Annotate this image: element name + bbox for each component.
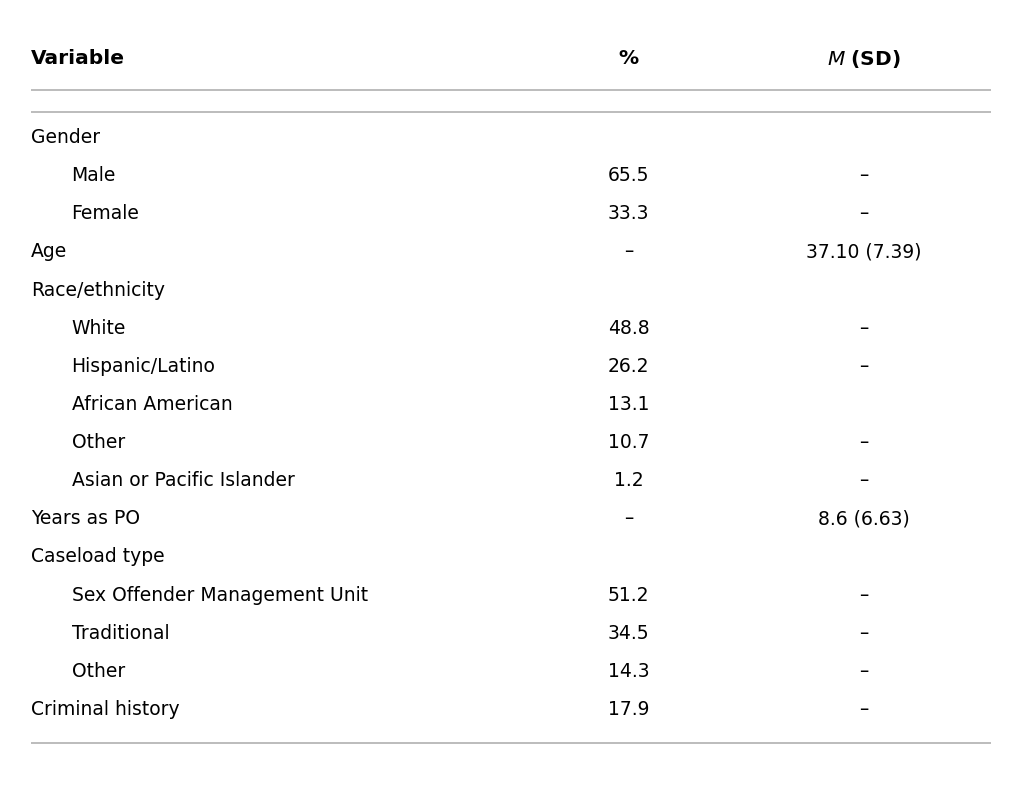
Text: –: – — [623, 242, 634, 262]
Text: Years as PO: Years as PO — [31, 509, 140, 528]
Text: Traditional: Traditional — [72, 623, 170, 643]
Text: –: – — [858, 586, 869, 604]
Text: %: % — [618, 50, 639, 68]
Text: Variable: Variable — [31, 50, 125, 68]
Text: White: White — [72, 318, 126, 338]
Text: Other: Other — [72, 433, 125, 452]
Text: –: – — [858, 204, 869, 223]
Text: –: – — [858, 471, 869, 490]
Text: Age: Age — [31, 242, 66, 262]
Text: –: – — [858, 623, 869, 643]
Text: 10.7: 10.7 — [608, 433, 649, 452]
Text: Male: Male — [72, 166, 115, 185]
Text: –: – — [858, 662, 869, 681]
Text: 51.2: 51.2 — [608, 586, 649, 604]
Text: Sex Offender Management Unit: Sex Offender Management Unit — [72, 586, 368, 604]
Text: –: – — [858, 357, 869, 376]
Text: 65.5: 65.5 — [608, 166, 649, 185]
Text: Criminal history: Criminal history — [31, 700, 179, 719]
Text: 34.5: 34.5 — [608, 623, 649, 643]
Text: 8.6 (6.63): 8.6 (6.63) — [818, 509, 910, 528]
Text: Female: Female — [72, 204, 139, 223]
Text: Caseload type: Caseload type — [31, 547, 165, 567]
Text: Other: Other — [72, 662, 125, 681]
Text: 26.2: 26.2 — [608, 357, 649, 376]
Text: 37.10 (7.39): 37.10 (7.39) — [805, 242, 922, 262]
Text: –: – — [858, 318, 869, 338]
Text: 17.9: 17.9 — [608, 700, 649, 719]
Text: 48.8: 48.8 — [608, 318, 649, 338]
Text: Race/ethnicity: Race/ethnicity — [31, 281, 165, 299]
Text: $\mathbf{\mathit{M}}$ $\mathbf{(SD)}$: $\mathbf{\mathit{M}}$ $\mathbf{(SD)}$ — [827, 48, 900, 70]
Text: African American: African American — [72, 395, 232, 414]
Text: 33.3: 33.3 — [608, 204, 649, 223]
Text: 13.1: 13.1 — [608, 395, 649, 414]
Text: 14.3: 14.3 — [608, 662, 649, 681]
Text: 1.2: 1.2 — [614, 471, 643, 490]
Text: –: – — [858, 700, 869, 719]
Text: Gender: Gender — [31, 128, 100, 147]
Text: –: – — [623, 509, 634, 528]
Text: Asian or Pacific Islander: Asian or Pacific Islander — [72, 471, 294, 490]
Text: –: – — [858, 166, 869, 185]
Text: Hispanic/Latino: Hispanic/Latino — [72, 357, 216, 376]
Text: –: – — [858, 433, 869, 452]
